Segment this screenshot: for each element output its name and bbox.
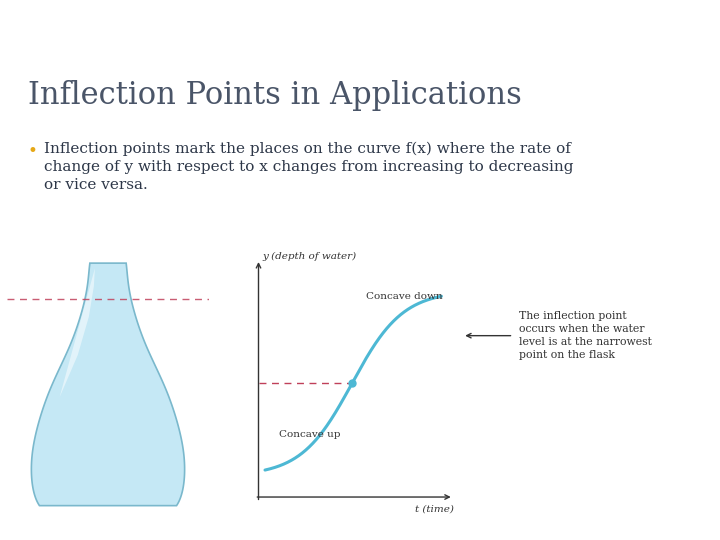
Text: change of y with respect to x changes from increasing to decreasing: change of y with respect to x changes fr… bbox=[44, 160, 574, 174]
Text: Inflection points mark the places on the curve f(x) where the rate of: Inflection points mark the places on the… bbox=[44, 142, 571, 157]
Text: t (time): t (time) bbox=[415, 504, 454, 514]
Polygon shape bbox=[60, 268, 95, 397]
Text: y (depth of water): y (depth of water) bbox=[263, 252, 356, 261]
Text: Inflection Points in Applications: Inflection Points in Applications bbox=[28, 80, 522, 111]
Text: The inflection point
occurs when the water
level is at the narrowest
point on th: The inflection point occurs when the wat… bbox=[518, 311, 652, 361]
Text: or vice versa.: or vice versa. bbox=[44, 178, 148, 192]
Text: Concave up: Concave up bbox=[279, 430, 341, 439]
Polygon shape bbox=[32, 263, 184, 505]
Text: •: • bbox=[28, 142, 38, 160]
Text: Concave down: Concave down bbox=[366, 292, 442, 301]
